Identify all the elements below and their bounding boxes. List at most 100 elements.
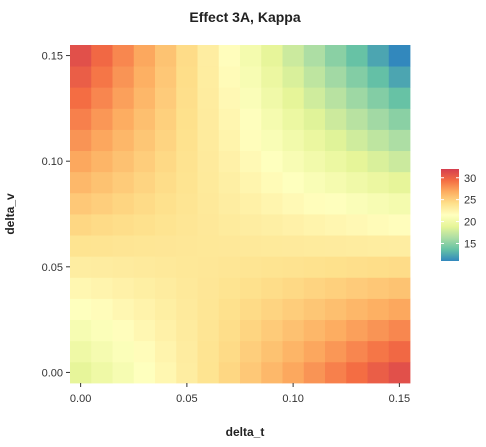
x-tick-label: 0.00 (70, 393, 91, 405)
heatmap-cell (91, 45, 113, 67)
heatmap-cell (240, 87, 262, 109)
heatmap-cell (91, 150, 113, 173)
heatmap-cell (133, 108, 156, 130)
heatmap-cell (388, 235, 411, 257)
heatmap-cell (325, 361, 347, 384)
heatmap-cell (303, 298, 326, 321)
heatmap-cell (112, 66, 135, 88)
heatmap-cell (346, 319, 368, 342)
heatmap-cell (367, 361, 390, 384)
heatmap-cell (133, 150, 156, 173)
heatmap-cell (282, 256, 305, 278)
heatmap-cell (303, 340, 326, 363)
heatmap-cell (176, 298, 198, 321)
y-tick-label: 0.00 (42, 367, 63, 379)
heatmap-cell (155, 361, 177, 384)
heatmap-cell (133, 256, 156, 278)
heatmap-cell (197, 129, 220, 152)
heatmap-cell (155, 256, 177, 278)
heatmap-cell (155, 171, 177, 194)
heatmap-cell (197, 319, 220, 342)
heatmap-cell (282, 214, 305, 236)
heatmap-cell (133, 214, 156, 236)
heatmap-cell (112, 340, 135, 363)
heatmap-cell (155, 192, 177, 215)
heatmap-cell (325, 108, 347, 130)
heatmap-cell (325, 277, 347, 299)
heatmap-cell (367, 87, 390, 109)
heatmap-cell (346, 361, 368, 384)
heatmap-cell (346, 45, 368, 67)
heatmap-cell (240, 45, 262, 67)
heatmap-cell (197, 192, 220, 215)
heatmap-cell (197, 235, 220, 257)
heatmap-cell (197, 256, 220, 278)
heatmap-cell (346, 87, 368, 109)
heatmap-cell (282, 171, 305, 194)
heatmap-cell (176, 171, 198, 194)
heatmap-cell (240, 66, 262, 88)
heatmap-cell (261, 256, 283, 278)
heatmap-cell (261, 277, 283, 299)
heatmap-cell (133, 361, 156, 384)
heatmap-cell (346, 192, 368, 215)
heatmap-cell (70, 256, 92, 278)
heatmap-cell (261, 45, 283, 67)
heatmap-cell (218, 298, 241, 321)
chart-title: Effect 3A, Kappa (189, 9, 300, 25)
heatmap-cell (112, 192, 135, 215)
heatmap-cell (70, 214, 92, 236)
x-tick-label: 0.10 (282, 393, 303, 405)
legend-label: 15 (464, 238, 476, 250)
heatmap-cell (91, 214, 113, 236)
heatmap-cell (346, 129, 368, 152)
heatmap-cell (325, 256, 347, 278)
heatmap-cell (325, 340, 347, 363)
heatmap-cell (176, 361, 198, 384)
y-tick-label: 0.10 (42, 156, 63, 168)
heatmap-cell (367, 108, 390, 130)
heatmap-cell (325, 298, 347, 321)
heatmap-cell (155, 66, 177, 88)
heatmap-cell (261, 108, 283, 130)
heatmap-cell (367, 171, 390, 194)
heatmap-cell (133, 87, 156, 109)
heatmap-cell (346, 66, 368, 88)
heatmap-cell (261, 87, 283, 109)
heatmap-cell (367, 298, 390, 321)
heatmap-cell (240, 361, 262, 384)
x-axis-title: delta_t (226, 425, 265, 439)
heatmap-cell (261, 340, 283, 363)
heatmap-cell (346, 171, 368, 194)
heatmap-cell (112, 298, 135, 321)
heatmap-cell (261, 319, 283, 342)
legend-label: 30 (464, 173, 476, 185)
heatmap-cell (112, 235, 135, 257)
heatmap-cell (325, 129, 347, 152)
heatmap-cell (176, 129, 198, 152)
heatmap-cell (91, 319, 113, 342)
heatmap-cell (325, 45, 347, 67)
heatmap-cell (303, 66, 326, 88)
heatmap-cell (367, 214, 390, 236)
heatmap-cell (388, 277, 411, 299)
heatmap-cell (261, 214, 283, 236)
heatmap-cell (197, 214, 220, 236)
heatmap-cell (197, 108, 220, 130)
legend-label: 20 (464, 217, 476, 229)
heatmap-cell (133, 192, 156, 215)
heatmap-cell (176, 108, 198, 130)
heatmap-cell (261, 66, 283, 88)
heatmap-cell (91, 108, 113, 130)
heatmap-cell (261, 298, 283, 321)
heatmap-cell (91, 129, 113, 152)
heatmap-cell (261, 150, 283, 173)
heatmap-cell (218, 108, 241, 130)
heatmap-cell (388, 108, 411, 130)
heatmap-cell (218, 171, 241, 194)
heatmap-cell (240, 319, 262, 342)
heatmap-cell (197, 66, 220, 88)
heatmap-cell (261, 192, 283, 215)
heatmap-cell (112, 87, 135, 109)
heatmap-cell (70, 171, 92, 194)
